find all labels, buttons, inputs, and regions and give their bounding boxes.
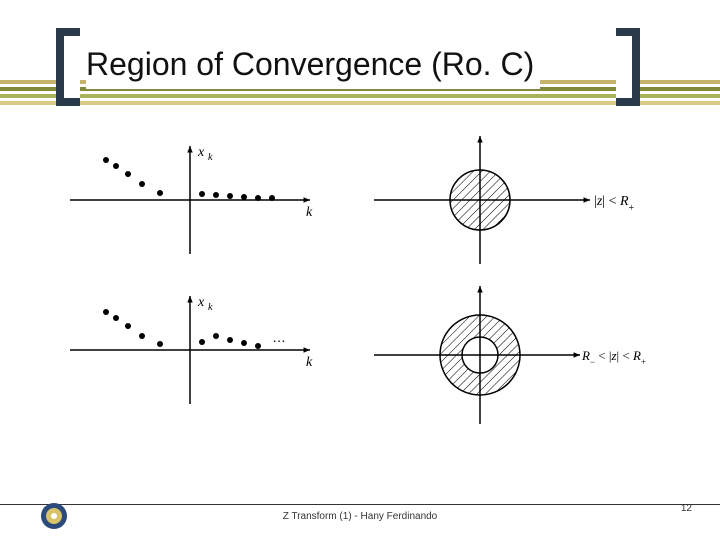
svg-text:k: k — [306, 205, 313, 220]
footer: Z Transform (1) - Hany Ferdinando 12 — [0, 504, 720, 522]
svg-text:R− < |z| < R+: R− < |z| < R+ — [581, 348, 646, 367]
svg-text:|z| < R+: |z| < R+ — [594, 194, 635, 214]
bracket-left — [56, 28, 80, 106]
page-title: Region of Convergence (Ro. C) — [86, 46, 540, 89]
diagram-area: xkk |z| < R+ xkk… R− < |z| < R+ — [60, 140, 660, 480]
logo-icon — [40, 502, 68, 530]
svg-text:k: k — [306, 355, 313, 370]
roc-diagram-top: |z| < R+ — [370, 130, 660, 270]
svg-text:x: x — [197, 295, 205, 310]
svg-text:k: k — [208, 302, 213, 313]
page-number: 12 — [681, 503, 692, 514]
footer-text: Z Transform (1) - Hany Ferdinando — [0, 511, 720, 522]
roc-diagram-bottom: R− < |z| < R+ — [370, 280, 660, 430]
svg-text:k: k — [208, 152, 213, 163]
bracket-right — [616, 28, 640, 106]
sequence-plot-bottom: xkk… — [60, 290, 320, 410]
svg-text:x: x — [197, 145, 205, 160]
svg-text:…: … — [272, 329, 286, 345]
sequence-plot-top: xkk — [60, 140, 320, 260]
